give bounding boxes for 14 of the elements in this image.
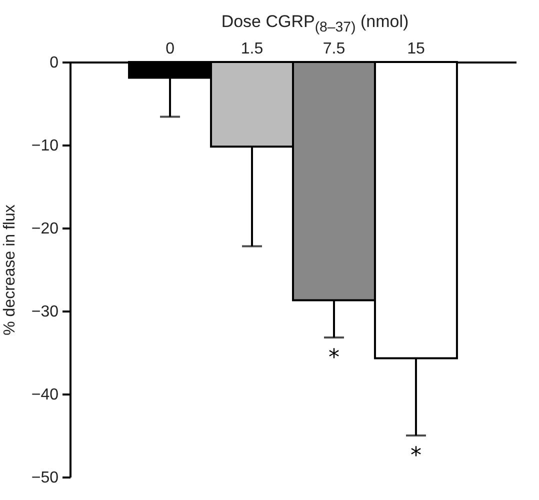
x-tick-label: 7.5 [322,40,346,58]
y-axis-title: % decrease in flux [1,204,18,336]
y-tick-label: −20 [31,220,59,238]
x-tick-label: 0 [166,40,175,58]
annotation: * [410,444,422,468]
y-tick-label: −40 [31,386,59,404]
y-tick-label: −30 [31,304,59,320]
y-tick-label: −50 [31,470,59,486]
x-axis-title: Dose CGRP$_{(8–37)}$ (nmol) [220,12,410,36]
annotation: * [328,346,340,371]
x-tick-label: 1.5 [240,40,264,58]
x-tick-label: 15 [407,40,425,58]
y-tick-label: 0 [50,54,59,72]
y-tick-label: −10 [31,138,59,154]
